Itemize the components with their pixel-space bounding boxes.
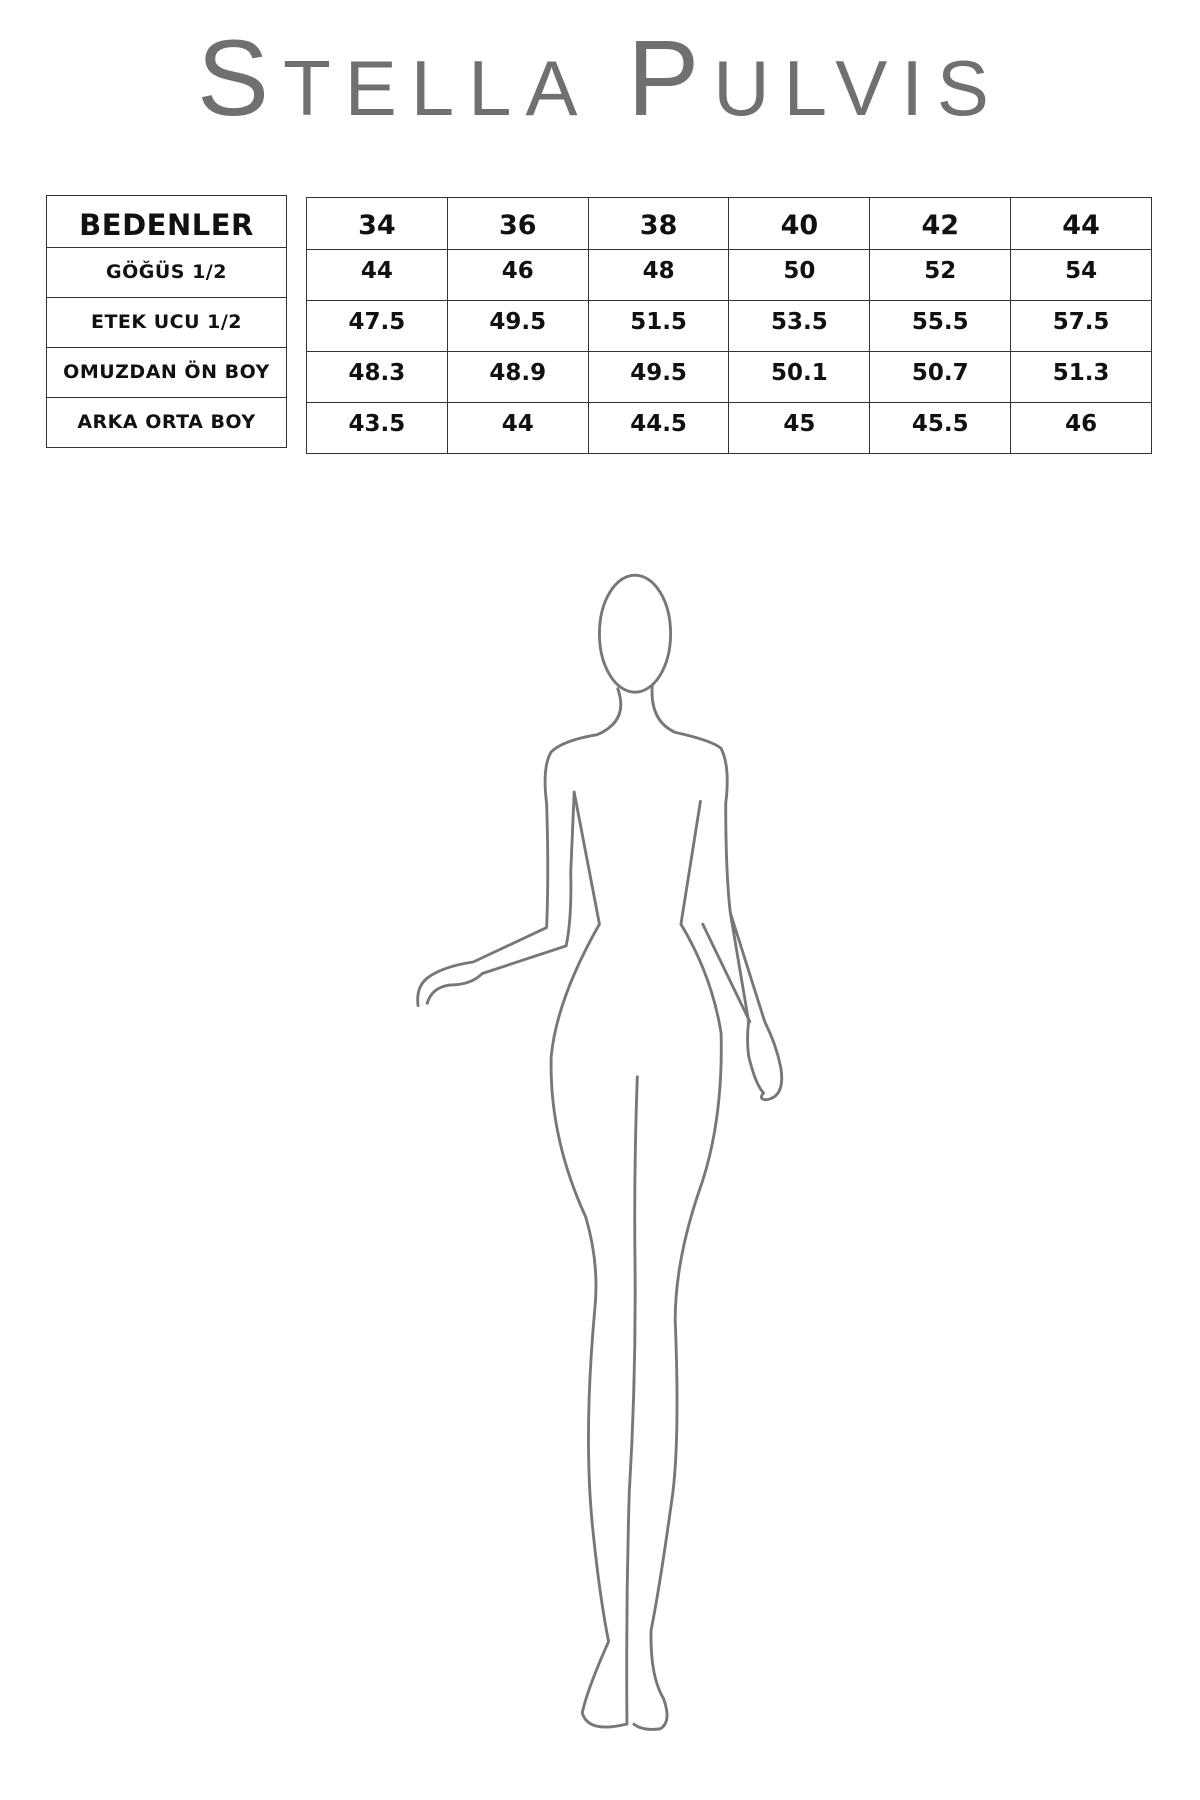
row-label: ARKA ORTA BOY [46, 397, 287, 448]
measurement-cell: 45 [728, 402, 871, 454]
measurement-cell: 54 [1010, 249, 1152, 301]
size-header: 44 [1010, 197, 1152, 250]
logo-text: TELLA [283, 44, 592, 132]
logo-letter: P [627, 17, 714, 138]
header-label: BEDENLER [46, 195, 287, 248]
measurement-cell: 43.5 [306, 402, 448, 454]
size-header: 42 [869, 197, 1012, 250]
table-row: 43.5 44 44.5 45 45.5 46 [306, 402, 1152, 454]
measurement-cell: 47.5 [306, 300, 448, 352]
female-body-silhouette-icon [416, 573, 784, 1731]
measurement-cell: 51.3 [1010, 351, 1152, 403]
size-values-table: 34 36 38 40 42 44 44 46 48 50 52 54 47.5 49.5 51.5 53.5… [306, 197, 1152, 454]
size-header: 38 [587, 197, 730, 250]
measurement-cell: 53.5 [728, 300, 871, 352]
table-row: 47.5 49.5 51.5 53.5 55.5 57.5 [306, 300, 1152, 352]
table-row: 48.3 48.9 49.5 50.1 50.7 51.3 [306, 351, 1152, 403]
logo-text: ULVIS [713, 44, 1003, 132]
size-header: 36 [446, 197, 589, 250]
measurement-cell: 46 [1010, 402, 1152, 454]
measurement-cell: 51.5 [587, 300, 730, 352]
measurement-cell: 48.3 [306, 351, 448, 403]
measurement-cell: 50 [728, 249, 871, 301]
measurement-cell: 44 [446, 402, 589, 454]
measurement-cell: 57.5 [1010, 300, 1152, 352]
measurement-cell: 44.5 [587, 402, 730, 454]
logo-letter: S [197, 17, 284, 138]
measurement-cell: 44 [306, 249, 448, 301]
measurement-labels-table: BEDENLER GÖĞÜS 1/2 ETEK UCU 1/2 OMUZDAN … [46, 195, 287, 448]
size-header: 34 [306, 197, 448, 250]
measurement-cell: 52 [869, 249, 1012, 301]
measurement-cell: 50.1 [728, 351, 871, 403]
row-label: OMUZDAN ÖN BOY [46, 347, 287, 398]
size-header: 40 [728, 197, 871, 250]
brand-logo: STELLA PULVIS [0, 24, 1200, 138]
measurement-cell: 49.5 [446, 300, 589, 352]
measurement-cell: 48.9 [446, 351, 589, 403]
measurement-cell: 46 [446, 249, 589, 301]
row-label: GÖĞÜS 1/2 [46, 247, 287, 298]
table-row: 44 46 48 50 52 54 [306, 249, 1152, 301]
measurement-cell: 45.5 [869, 402, 1012, 454]
